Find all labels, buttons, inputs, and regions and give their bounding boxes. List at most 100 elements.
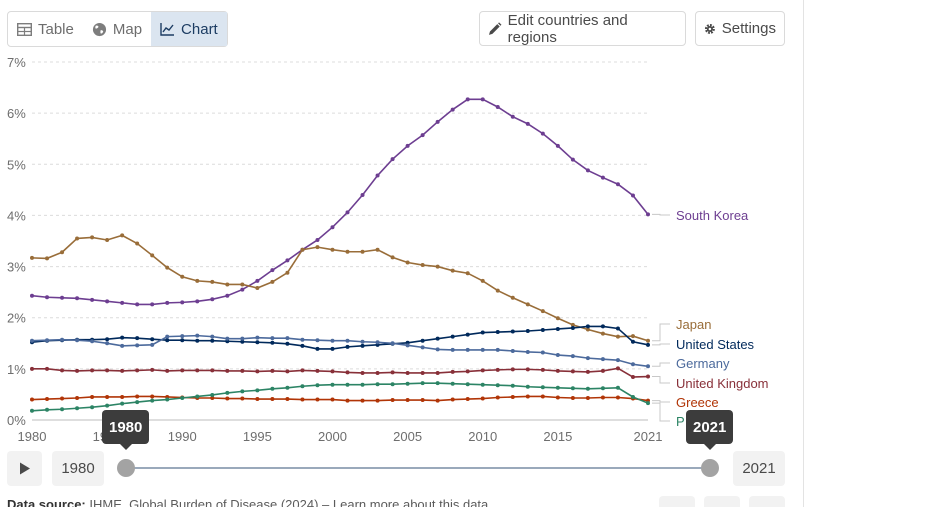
data-point-p <box>465 382 470 387</box>
data-point-germany <box>390 341 395 346</box>
data-point-p <box>390 382 395 387</box>
tab-map[interactable]: Map <box>83 12 151 46</box>
data-point-south-korea <box>210 297 215 302</box>
data-point-united-states <box>435 336 440 341</box>
data-point-united-states <box>120 335 125 340</box>
data-point-united-states <box>255 340 260 345</box>
data-point-united-states <box>420 338 425 343</box>
data-point-south-korea <box>285 258 290 263</box>
data-point-germany <box>255 335 260 340</box>
data-point-united-kingdom <box>570 369 575 374</box>
download-button[interactable] <box>704 496 740 507</box>
tab-chart-label: Chart <box>181 20 218 38</box>
data-point-united-states <box>240 339 245 344</box>
data-point-germany <box>600 357 605 362</box>
data-point-united-states <box>165 338 170 343</box>
series-line-united-states <box>31 325 649 350</box>
data-point-japan <box>345 249 350 254</box>
edit-countries-button[interactable]: Edit countries and regions <box>479 11 686 46</box>
data-point-greece <box>75 396 80 401</box>
data-source-text[interactable]: IHME, Global Burden of Disease (2024) – … <box>89 497 489 507</box>
data-point-south-korea <box>585 168 590 173</box>
data-point-germany <box>510 348 515 353</box>
data-point-south-korea <box>45 295 50 300</box>
end-year-handle[interactable] <box>701 459 719 477</box>
data-point-japan <box>480 278 485 283</box>
data-point-p <box>285 385 290 390</box>
x-tick-label: 2000 <box>318 429 347 444</box>
data-point-japan <box>180 274 185 279</box>
data-point-japan <box>270 279 275 284</box>
share-button[interactable] <box>659 496 695 507</box>
data-point-united-states <box>540 327 545 332</box>
data-point-p <box>646 401 650 406</box>
play-button[interactable] <box>7 451 42 486</box>
data-point-united-states <box>570 325 575 330</box>
data-point-united-states <box>270 340 275 345</box>
data-point-south-korea <box>615 182 620 187</box>
x-tick-label: 1990 <box>168 429 197 444</box>
data-point-united-states <box>585 324 590 329</box>
data-point-united-kingdom <box>630 375 635 380</box>
data-point-germany <box>495 347 500 352</box>
data-point-japan <box>240 282 245 287</box>
data-point-greece <box>270 397 275 402</box>
data-point-greece <box>600 395 605 400</box>
data-point-japan <box>555 316 560 321</box>
data-point-germany <box>195 333 200 338</box>
data-point-germany <box>150 342 155 347</box>
data-point-united-states <box>450 334 455 339</box>
data-point-south-korea <box>495 105 500 110</box>
line-chart: 0%1%2%3%4%5%6%7%198019851990199520002005… <box>7 55 769 444</box>
data-point-united-kingdom <box>135 368 140 373</box>
data-point-united-kingdom <box>345 370 350 375</box>
data-point-germany <box>615 358 620 363</box>
data-point-united-kingdom <box>300 368 305 373</box>
data-point-germany <box>480 347 485 352</box>
data-point-p <box>480 382 485 387</box>
data-point-p <box>180 396 185 401</box>
tab-map-label: Map <box>112 20 143 38</box>
timeline-track[interactable] <box>126 467 710 469</box>
data-point-united-kingdom <box>450 369 455 374</box>
data-point-japan <box>150 253 155 258</box>
data-point-united-kingdom <box>360 370 365 375</box>
data-point-japan <box>90 235 95 240</box>
data-point-greece <box>360 398 365 403</box>
series-line-germany <box>31 334 649 368</box>
start-year-handle[interactable] <box>117 459 135 477</box>
tab-table[interactable]: Table <box>8 12 83 46</box>
tab-chart[interactable]: Chart <box>151 12 227 46</box>
data-point-japan <box>375 247 380 252</box>
x-tick-label: 1995 <box>243 429 272 444</box>
fullscreen-button[interactable] <box>749 496 785 507</box>
data-point-south-korea <box>390 157 395 162</box>
data-point-united-kingdom <box>495 367 500 372</box>
series-label-united-kingdom: United Kingdom <box>676 376 769 391</box>
data-point-united-kingdom <box>30 366 34 371</box>
data-point-p <box>315 383 320 388</box>
data-point-south-korea <box>240 287 245 292</box>
data-source-prefix: Data source: <box>7 497 86 507</box>
data-point-south-korea <box>525 121 530 126</box>
data-point-japan <box>135 241 140 246</box>
start-year-tooltip: 1980 <box>102 410 150 450</box>
data-point-united-kingdom <box>555 368 560 373</box>
chart-panel: Table Map Chart Edit countries and regio… <box>7 0 804 507</box>
data-point-japan <box>615 334 620 339</box>
data-point-p <box>435 381 440 386</box>
settings-label: Settings <box>721 20 776 37</box>
series-line-united-kingdom <box>32 367 649 378</box>
data-point-p <box>210 392 215 397</box>
data-point-japan <box>540 309 545 314</box>
data-point-germany <box>375 340 380 345</box>
data-point-p <box>540 385 545 390</box>
data-point-united-kingdom <box>525 367 530 372</box>
settings-button[interactable]: Settings <box>695 11 785 46</box>
data-point-south-korea <box>180 300 185 305</box>
data-point-south-korea <box>60 295 65 300</box>
data-point-germany <box>240 336 245 341</box>
data-point-japan <box>105 237 110 242</box>
view-tabs: Table Map Chart <box>7 11 228 47</box>
data-point-greece <box>30 397 34 402</box>
